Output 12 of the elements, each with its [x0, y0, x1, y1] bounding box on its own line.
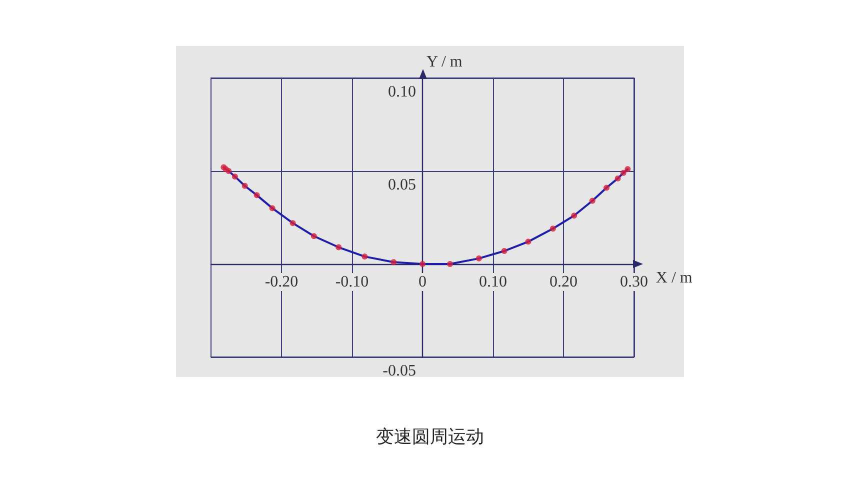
x-tick-label: -0.10 [335, 274, 369, 290]
x-tick-label: 0.30 [620, 274, 648, 290]
text: 变速圆周运动 [376, 426, 484, 448]
y-tick-label: 0.10 [388, 84, 416, 100]
x-tick-label: 0 [418, 274, 426, 290]
y-tick-label: 0.05 [388, 176, 416, 194]
x-tick-label: -0.20 [264, 274, 298, 290]
x-axis-title: X / m [656, 270, 693, 286]
y-axis-title: Y / m [426, 54, 463, 70]
y-tick-label: -0.05 [382, 362, 416, 380]
x-tick-label: 0.10 [479, 274, 507, 290]
x-tick-label: 0.20 [550, 274, 578, 290]
